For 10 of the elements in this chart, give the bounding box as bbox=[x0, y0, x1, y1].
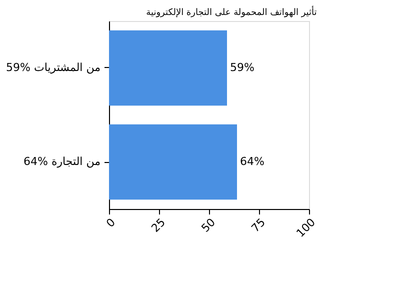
data-label: 59% bbox=[230, 61, 254, 74]
y-tick-label: 59% من المشتريات bbox=[6, 61, 101, 74]
x-tick-label: 100 bbox=[294, 216, 318, 240]
y-tick-label: 64% من التجارة bbox=[24, 155, 101, 168]
x-tick-label: 50 bbox=[198, 216, 218, 235]
x-tick-label: 0 bbox=[104, 216, 118, 230]
x-tick-label: 75 bbox=[248, 216, 268, 235]
x-tick-label: 25 bbox=[148, 216, 168, 235]
chart-title: تأثير الهواتف المحمولة على التجارة الإلكترونية bbox=[146, 5, 318, 18]
data-label: 64% bbox=[240, 155, 264, 168]
